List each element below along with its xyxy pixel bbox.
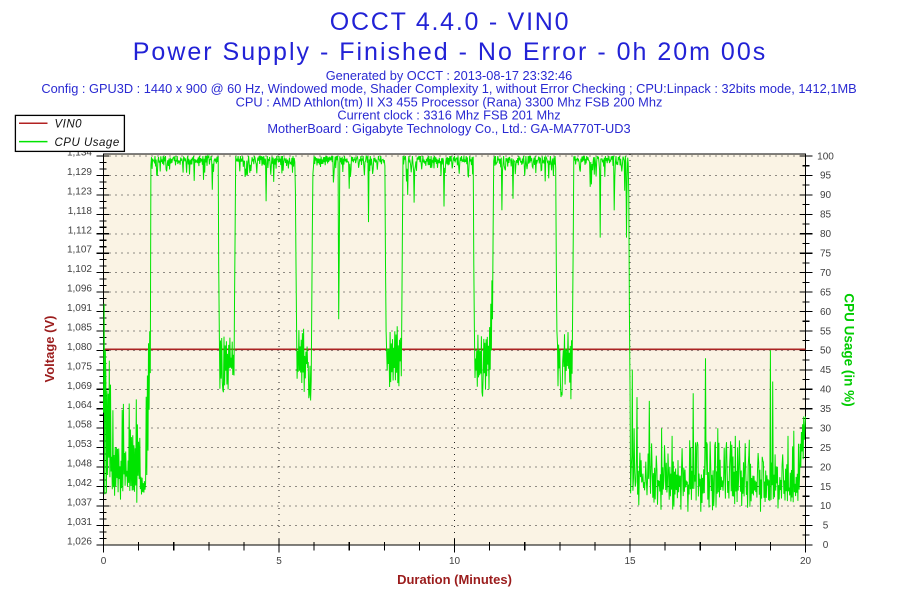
svg-text:35: 35	[820, 404, 832, 415]
svg-text:1,085: 1,085	[67, 322, 92, 333]
svg-text:15: 15	[820, 482, 832, 493]
svg-text:CPU Usage: CPU Usage	[55, 137, 120, 149]
svg-text:Power Supply - Finished - No E: Power Supply - Finished - No Error - 0h …	[133, 38, 768, 66]
svg-text:1,096: 1,096	[67, 284, 92, 295]
svg-text:Voltage (V): Voltage (V)	[42, 316, 57, 383]
svg-text:MotherBoard : Gigabyte Technol: MotherBoard : Gigabyte Technology Co., L…	[267, 121, 630, 136]
svg-text:75: 75	[820, 249, 832, 260]
svg-text:OCCT 4.4.0 - VIN0: OCCT 4.4.0 - VIN0	[330, 8, 570, 36]
svg-text:1,091: 1,091	[67, 303, 92, 314]
svg-text:Generated by OCCT : 2013-08-17: Generated by OCCT : 2013-08-17 23:32:46	[326, 68, 573, 83]
svg-text:1,112: 1,112	[68, 225, 93, 236]
svg-text:55: 55	[820, 326, 832, 337]
svg-text:40: 40	[820, 385, 832, 396]
svg-text:0: 0	[823, 540, 829, 551]
svg-text:85: 85	[820, 210, 832, 221]
svg-text:60: 60	[820, 307, 832, 318]
svg-text:50: 50	[820, 346, 832, 357]
svg-text:25: 25	[820, 443, 832, 454]
svg-text:20: 20	[800, 556, 812, 567]
svg-text:1,037: 1,037	[67, 497, 92, 508]
svg-text:15: 15	[624, 556, 636, 567]
svg-text:Duration (Minutes): Duration (Minutes)	[397, 572, 512, 587]
svg-text:1,069: 1,069	[67, 381, 92, 392]
svg-text:1,053: 1,053	[67, 439, 92, 450]
svg-text:VIN0: VIN0	[55, 118, 83, 130]
svg-text:0: 0	[101, 556, 107, 567]
svg-text:100: 100	[817, 151, 834, 162]
svg-text:1,129: 1,129	[67, 167, 92, 178]
svg-text:5: 5	[276, 556, 282, 567]
svg-text:10: 10	[449, 556, 461, 567]
svg-text:1,026: 1,026	[67, 536, 92, 547]
svg-text:70: 70	[820, 268, 832, 279]
svg-text:1,048: 1,048	[67, 459, 92, 470]
svg-text:1,118: 1,118	[68, 206, 93, 217]
svg-text:1,031: 1,031	[67, 517, 92, 528]
svg-text:1,107: 1,107	[67, 245, 92, 256]
svg-text:Current clock : 3316 Mhz FSB 2: Current clock : 3316 Mhz FSB 201 Mhz	[337, 108, 560, 123]
svg-text:1,064: 1,064	[67, 400, 92, 411]
svg-text:30: 30	[820, 423, 832, 434]
svg-text:65: 65	[820, 287, 832, 298]
svg-text:1,080: 1,080	[67, 342, 92, 353]
svg-text:CPU Usage (in %): CPU Usage (in %)	[842, 293, 857, 406]
svg-text:95: 95	[820, 171, 832, 182]
svg-text:1,134: 1,134	[67, 148, 92, 159]
svg-text:1,042: 1,042	[67, 478, 92, 489]
svg-text:1,102: 1,102	[67, 264, 92, 275]
svg-text:20: 20	[820, 462, 832, 473]
svg-text:10: 10	[820, 501, 832, 512]
svg-text:1,123: 1,123	[67, 186, 92, 197]
svg-text:5: 5	[823, 521, 829, 532]
svg-text:45: 45	[820, 365, 832, 376]
svg-text:1,075: 1,075	[67, 361, 92, 372]
svg-text:Config : GPU3D : 1440 x 900 @: Config : GPU3D : 1440 x 900 @ 60 Hz, Win…	[41, 81, 856, 96]
svg-text:CPU : AMD Athlon(tm) II X3 455: CPU : AMD Athlon(tm) II X3 455 Processor…	[236, 94, 663, 109]
svg-text:1,058: 1,058	[67, 420, 92, 431]
svg-text:90: 90	[820, 190, 832, 201]
svg-text:80: 80	[820, 229, 832, 240]
